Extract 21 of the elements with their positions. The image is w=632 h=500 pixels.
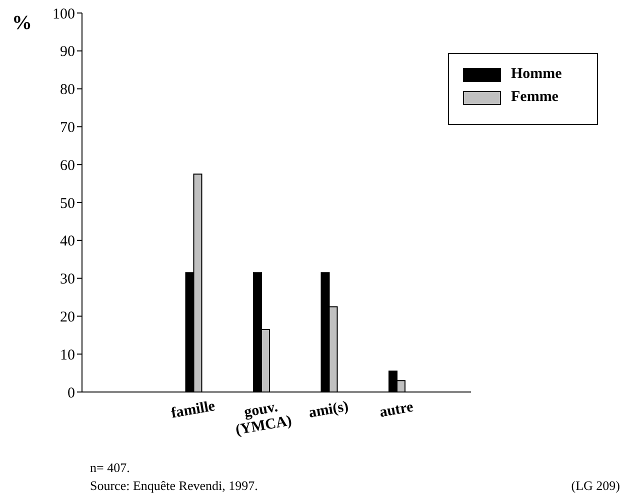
y-tick-label: 100 bbox=[52, 6, 75, 22]
y-tick-label: 20 bbox=[60, 310, 75, 326]
y-tick-label: 70 bbox=[60, 120, 75, 136]
text: (LG 209) bbox=[571, 478, 620, 494]
y-tick-label: 0 bbox=[68, 385, 75, 402]
y-tick-label: 40 bbox=[60, 234, 75, 250]
y-axis-title: % bbox=[12, 12, 32, 35]
x-tick-label: gouv. (YMCA) bbox=[234, 399, 293, 439]
legend-label: Homme bbox=[511, 66, 562, 83]
y-tick-label: 10 bbox=[60, 347, 75, 364]
source-note: Source: Enquête Revendi, 1997. bbox=[90, 478, 258, 494]
legend-label: Femme bbox=[511, 89, 558, 106]
y-tick-label: 90 bbox=[60, 44, 75, 60]
x-tick-label: autre bbox=[378, 399, 415, 421]
y-tick-label: 60 bbox=[60, 158, 75, 174]
y-tick-label: 80 bbox=[60, 82, 75, 98]
y-tick-label: 50 bbox=[60, 196, 75, 212]
x-tick-label: famille bbox=[170, 398, 217, 422]
x-tick-label: ami(s) bbox=[308, 398, 350, 422]
y-tick-label: 30 bbox=[60, 272, 75, 288]
text: n= 407. bbox=[90, 460, 130, 476]
